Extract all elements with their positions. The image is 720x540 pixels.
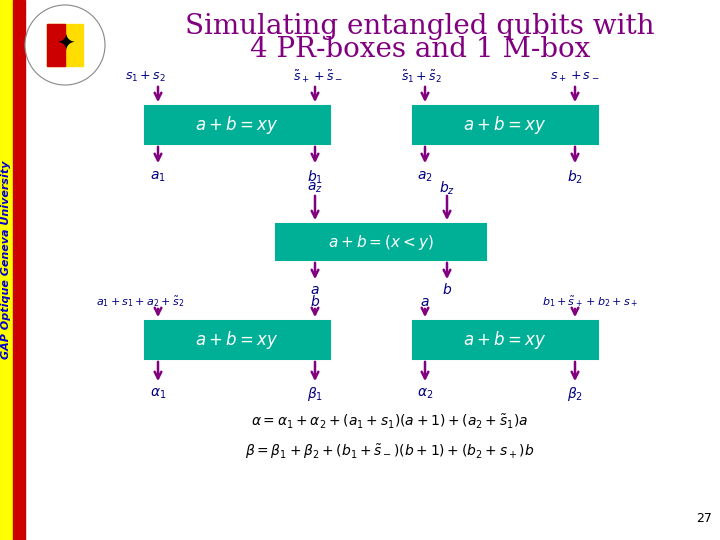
Text: $a+b=xy$: $a+b=xy$ [195,114,279,136]
Text: $a+b=xy$: $a+b=xy$ [195,329,279,351]
Bar [413,321,598,359]
Text: 4 PR-boxes and 1 M-box: 4 PR-boxes and 1 M-box [250,36,590,63]
Text: $a_z$: $a_z$ [307,181,323,195]
Text: 27: 27 [696,512,712,525]
Text: $a+b=xy$: $a+b=xy$ [463,114,546,136]
Bar [0,0,13,540]
Text: $a+b=(x{<}y)$: $a+b=(x{<}y)$ [328,233,434,252]
Text: $\alpha = \alpha_1 + \alpha_2 + (a_1 + s_1)(a+1) + (a_2 + \tilde{s}_1)a$: $\alpha = \alpha_1 + \alpha_2 + (a_1 + s… [251,413,528,431]
Text: $a_1 + s_1 + a_2 + \tilde{s}_2$: $a_1 + s_1 + a_2 + \tilde{s}_2$ [96,294,184,309]
Bar [47,24,83,66]
Text: $b$: $b$ [310,294,320,309]
Bar [413,106,598,144]
Bar [276,224,486,260]
Bar [13,0,25,540]
Text: $a$: $a$ [310,283,320,297]
Text: $\boldsymbol{a_2}$: $\boldsymbol{a_2}$ [417,170,433,184]
Text: $b_1$: $b_1$ [307,168,323,186]
Text: ✦: ✦ [55,35,74,55]
Text: $\beta = \beta_1 + \beta_2 + (b_1 + \tilde{s}_-)(b+1) + (b_2 + s_+)b$: $\beta = \beta_1 + \beta_2 + (b_1 + \til… [246,443,535,461]
Text: $a+b=xy$: $a+b=xy$ [463,329,546,351]
Text: $s_1 + s_2$: $s_1 + s_2$ [125,70,166,84]
Text: $b_z$: $b_z$ [439,179,455,197]
Text: Simulating entangled qubits with: Simulating entangled qubits with [185,13,654,40]
Bar [145,106,330,144]
Text: $\boldsymbol{\beta_2}$: $\boldsymbol{\beta_2}$ [567,385,583,403]
Text: $\boldsymbol{\alpha_2}$: $\boldsymbol{\alpha_2}$ [417,387,433,401]
Circle shape [25,5,105,85]
Text: $\boldsymbol{a_1}$: $\boldsymbol{a_1}$ [150,170,166,184]
Text: $\tilde{s}_1 + \tilde{s}_2$: $\tilde{s}_1 + \tilde{s}_2$ [402,69,443,85]
Bar [145,321,330,359]
Text: $\boldsymbol{\alpha_1}$: $\boldsymbol{\alpha_1}$ [150,387,166,401]
Text: $b_1 + \tilde{s}_+ + b_2 + s_+$: $b_1 + \tilde{s}_+ + b_2 + s_+$ [542,294,638,309]
Text: $s_+ + s_-$: $s_+ + s_-$ [550,70,600,84]
Text: $b_2$: $b_2$ [567,168,583,186]
Bar [47,24,65,66]
Text: $b$: $b$ [442,282,452,298]
Text: $a$: $a$ [420,295,430,309]
Text: $\boldsymbol{\beta_1}$: $\boldsymbol{\beta_1}$ [307,385,323,403]
Text: GAP Optique Geneva University: GAP Optique Geneva University [1,161,12,359]
Text: $\tilde{s}_+ + \tilde{s}_-$: $\tilde{s}_+ + \tilde{s}_-$ [293,69,343,85]
